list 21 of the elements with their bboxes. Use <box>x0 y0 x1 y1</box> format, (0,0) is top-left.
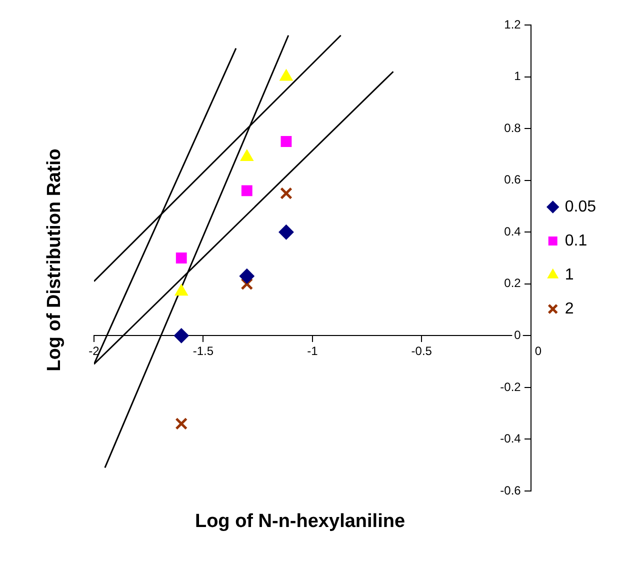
legend-label: 1 <box>564 266 574 284</box>
legend-label: 0.1 <box>564 232 588 250</box>
x-tick-label: -1.5 <box>192 344 214 358</box>
legend-label: 2 <box>564 300 574 318</box>
y-tick-label: 0.8 <box>504 120 522 135</box>
x-tick-label: -1 <box>307 344 318 358</box>
y-tick-label: 1.2 <box>504 17 522 32</box>
y-tick-label: 0.4 <box>504 224 522 238</box>
y-axis-title: Log of Distribution Ratio <box>44 148 66 372</box>
y-tick-label: -0.4 <box>500 432 522 446</box>
x-tick-label: -2 <box>88 344 100 358</box>
legend-label: 0.05 <box>564 198 596 216</box>
x-tick-label: 0 <box>534 344 542 358</box>
y-tick-label: 0 <box>514 328 522 342</box>
y-tick-label: 1 <box>514 69 522 84</box>
y-tick-label: -0.6 <box>500 483 522 498</box>
y-tick-label: -0.2 <box>500 380 522 394</box>
x-tick-label: -0.5 <box>411 344 432 358</box>
y-tick-label: 0.2 <box>504 276 522 290</box>
y-tick-label: 0.6 <box>504 172 522 187</box>
x-axis-title: Log of N-n-hexylaniline <box>194 511 406 532</box>
